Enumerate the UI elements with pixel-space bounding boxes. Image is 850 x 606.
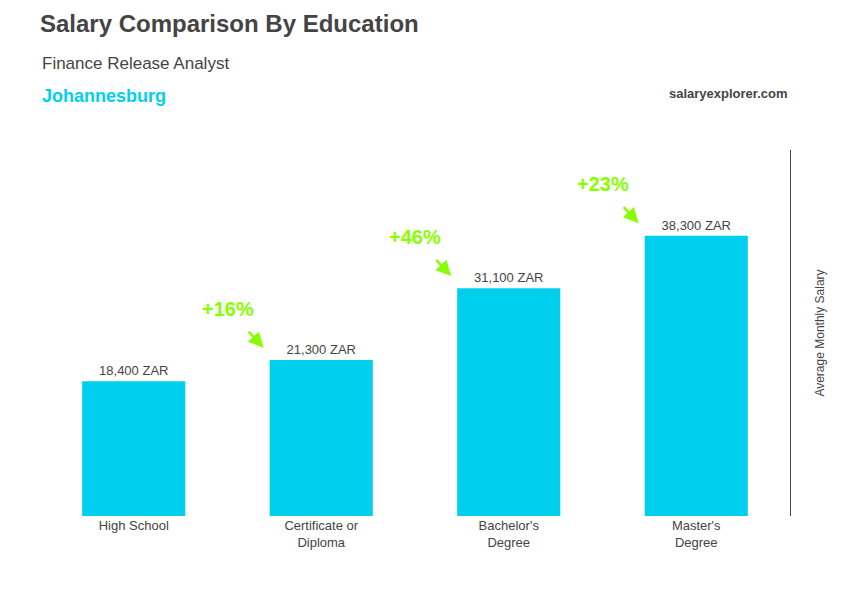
svg-text:Average Monthly Salary: Average Monthly Salary bbox=[813, 269, 827, 396]
svg-text:+23%: +23% bbox=[577, 173, 629, 195]
svg-text:Johannesburg: Johannesburg bbox=[42, 86, 166, 106]
svg-text:38,300 ZAR: 38,300 ZAR bbox=[662, 218, 731, 233]
svg-text:+16%: +16% bbox=[202, 298, 254, 320]
svg-text:High School: High School bbox=[99, 518, 169, 533]
svg-text:Salary Comparison By Education: Salary Comparison By Education bbox=[40, 10, 419, 37]
svg-text:salaryexplorer.com: salaryexplorer.com bbox=[669, 86, 788, 101]
svg-text:Master'sDegree: Master'sDegree bbox=[672, 518, 721, 550]
svg-text:21,300 ZAR: 21,300 ZAR bbox=[287, 342, 356, 357]
svg-text:18,400 ZAR: 18,400 ZAR bbox=[99, 363, 168, 378]
svg-text:+46%: +46% bbox=[389, 226, 441, 248]
svg-text:Certificate orDiploma: Certificate orDiploma bbox=[284, 518, 358, 550]
svg-text:Finance Release Analyst: Finance Release Analyst bbox=[42, 54, 229, 73]
svg-text:Bachelor'sDegree: Bachelor'sDegree bbox=[479, 518, 540, 550]
svg-text:31,100 ZAR: 31,100 ZAR bbox=[474, 270, 543, 285]
